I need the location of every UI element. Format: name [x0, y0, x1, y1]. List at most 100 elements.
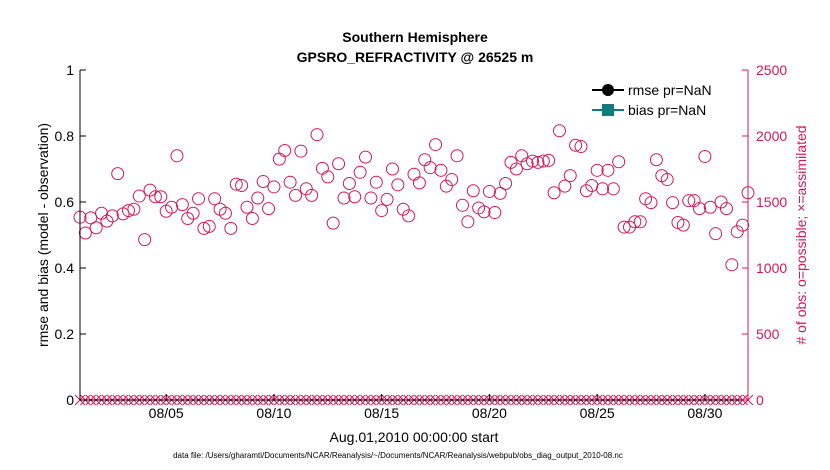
chart-title-line-2: GPSRO_REFRACTIVITY @ 26525 m [297, 49, 534, 65]
possible-obs-point [504, 155, 518, 169]
possible-obs-point [127, 202, 141, 216]
possible-obs-point [380, 192, 394, 206]
possible-obs-point [305, 188, 319, 202]
possible-obs-point [574, 140, 588, 154]
possible-obs-point [558, 179, 572, 193]
possible-obs-point [337, 191, 351, 205]
possible-obs-point [730, 225, 744, 239]
possible-obs-point [229, 177, 243, 191]
possible-obs-point [148, 190, 162, 204]
possible-obs-point [649, 153, 663, 167]
possible-obs-point [736, 218, 750, 232]
possible-obs-point [224, 221, 238, 235]
possible-obs-point [385, 162, 399, 176]
possible-obs-point [499, 177, 513, 191]
left-y-tick-label: 0 [66, 392, 74, 408]
possible-obs-point [245, 212, 259, 225]
possible-obs-point [326, 216, 340, 230]
possible-obs-point [251, 191, 265, 205]
possible-obs-point [186, 206, 200, 220]
possible-obs-point [342, 177, 356, 191]
possible-obs-point [138, 233, 152, 247]
data-file-footer: data file: /Users/gharamti/Documents/NCA… [173, 451, 623, 460]
possible-obs-point [240, 200, 254, 214]
possible-obs-point [321, 170, 335, 184]
possible-obs-point [256, 175, 270, 189]
possible-obs-point [509, 162, 523, 176]
possible-obs-point [332, 157, 346, 171]
possible-obs-point [310, 128, 324, 142]
possible-obs-point [709, 227, 723, 241]
possible-obs-point [552, 124, 566, 138]
possible-obs-point [78, 226, 92, 240]
possible-obs-point [482, 184, 496, 198]
left-y-tick-label: 0.8 [55, 128, 75, 144]
left-y-tick-label: 0.6 [55, 194, 75, 210]
possible-obs-point [175, 198, 189, 212]
possible-obs-point [617, 220, 631, 234]
possible-obs-point [132, 189, 146, 203]
possible-obs-point [601, 163, 615, 177]
possible-obs-point [143, 183, 157, 197]
possible-obs-point [267, 180, 281, 194]
possible-obs-point [364, 191, 378, 205]
possible-obs-point [396, 202, 410, 216]
x-tick-label: 08/15 [364, 405, 399, 421]
possible-obs-point [682, 194, 696, 208]
possible-obs-point [299, 182, 313, 196]
possible-obs-point [596, 182, 610, 196]
possible-obs-point [676, 218, 690, 232]
possible-obs-point [606, 182, 620, 196]
possible-obs-point [262, 202, 276, 216]
possible-obs-point [402, 209, 416, 223]
possible-obs-point [288, 188, 302, 202]
possible-obs-point [644, 196, 658, 210]
possible-obs-point [590, 163, 604, 177]
possible-obs-point [542, 153, 556, 167]
possible-obs-point [455, 198, 469, 212]
possible-obs-point [369, 175, 383, 189]
possible-obs-point [391, 178, 405, 192]
possible-obs-point [165, 200, 179, 214]
x-axis-label: Aug.01,2010 00:00:00 start [330, 429, 499, 445]
possible-obs-point [569, 138, 583, 152]
legend-rmse-marker [602, 84, 614, 96]
possible-obs-point [493, 186, 507, 200]
x-tick-label: 08/25 [580, 405, 615, 421]
possible-obs-point [412, 176, 426, 190]
legend-bias-marker [602, 104, 614, 116]
possible-obs-point [348, 190, 362, 204]
right-y-tick-label: 1500 [756, 194, 787, 210]
left-y-tick-label: 1 [66, 62, 74, 78]
legend-rmse-label: rmse pr=NaN [628, 82, 712, 98]
right-y-tick-label: 500 [756, 326, 780, 342]
possible-obs-point [278, 144, 292, 158]
right-y-tick-label: 1000 [756, 260, 787, 276]
possible-obs-point [579, 184, 593, 198]
possible-obs-point [181, 212, 195, 225]
possible-obs-point [353, 165, 367, 179]
x-tick-label: 08/20 [472, 405, 507, 421]
possible-obs-point [698, 149, 712, 163]
legend: rmse pr=NaN bias pr=NaN [580, 76, 730, 124]
possible-obs-point [477, 205, 491, 219]
possible-obs-point [294, 144, 308, 158]
legend-bias-label: bias pr=NaN [628, 102, 706, 118]
possible-obs-point [666, 196, 680, 210]
possible-obs-point [714, 195, 728, 209]
plot-area [80, 70, 748, 400]
possible-obs-point [488, 206, 502, 220]
left-y-tick-label: 0.2 [55, 326, 75, 342]
possible-obs-point [450, 149, 464, 163]
possible-obs-point [170, 149, 184, 163]
possible-obs-point [359, 150, 373, 164]
possible-obs-point [283, 175, 297, 189]
possible-obs-point [633, 215, 647, 229]
possible-obs-point [192, 192, 206, 206]
possible-obs-point [628, 215, 642, 229]
possible-obs-point [693, 202, 707, 216]
possible-obs-point [536, 154, 550, 168]
possible-obs-point [429, 138, 443, 152]
possible-obs-point [622, 220, 636, 234]
